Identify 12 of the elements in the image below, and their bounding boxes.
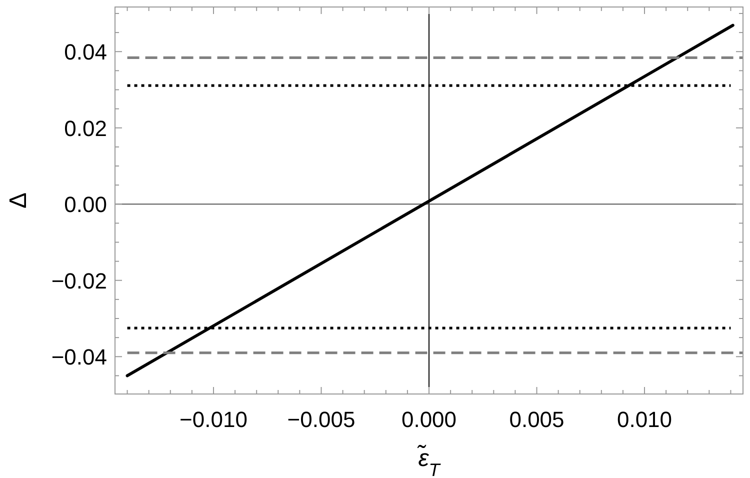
x-tick-label: −0.005 (287, 407, 356, 432)
x-tick-label: −0.010 (180, 407, 248, 432)
y-axis-title: Δ (5, 192, 32, 209)
y-tick-label: 0.04 (64, 40, 107, 65)
x-tick-label: 0.005 (509, 407, 564, 432)
x-tick-label: 0.010 (616, 407, 672, 432)
y-tick-label: −0.04 (51, 344, 107, 370)
x-axis-title: ε̃$_{T}$ (416, 444, 442, 478)
y-tick-label: 0.00 (64, 192, 107, 218)
y-tick-label: −0.02 (51, 268, 107, 294)
x-tick-label: 0.000 (401, 407, 457, 432)
y-tick-label: 0.02 (64, 116, 107, 141)
